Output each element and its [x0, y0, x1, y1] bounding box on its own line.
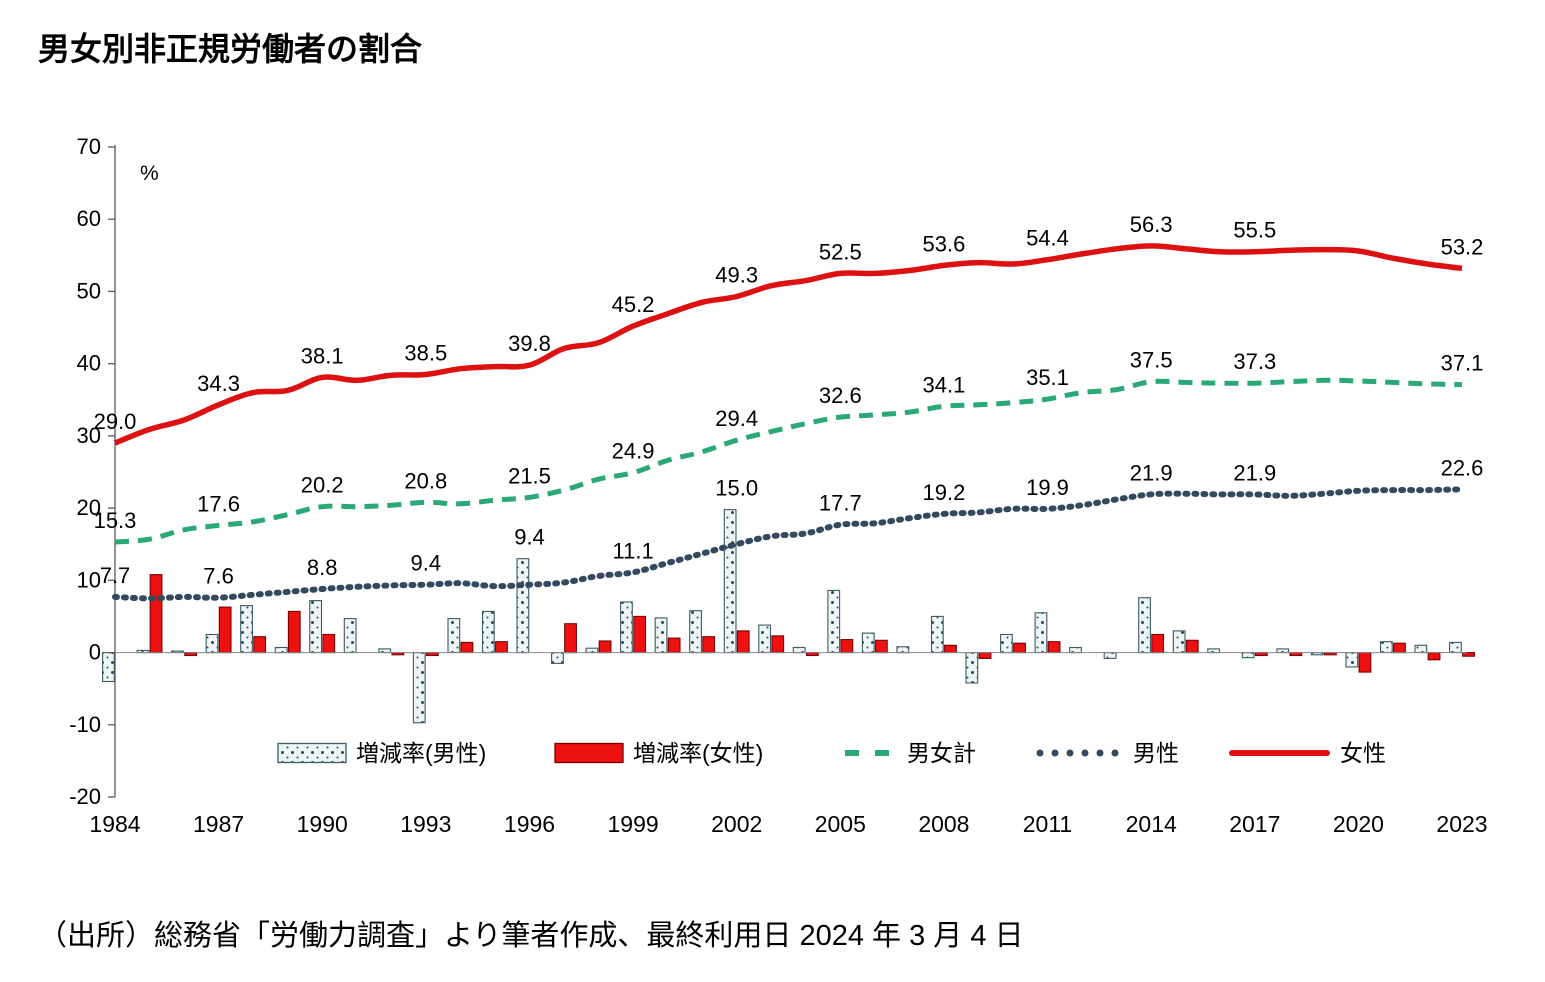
svg-text:49.3: 49.3 — [715, 263, 758, 288]
svg-text:2020: 2020 — [1333, 811, 1384, 837]
svg-text:15.0: 15.0 — [715, 476, 758, 501]
svg-text:2023: 2023 — [1436, 811, 1487, 837]
svg-text:2002: 2002 — [711, 811, 762, 837]
svg-text:34.1: 34.1 — [922, 372, 965, 397]
svg-text:55.5: 55.5 — [1233, 218, 1276, 243]
svg-text:増減率(男性): 増減率(男性) — [356, 740, 486, 766]
svg-text:38.1: 38.1 — [301, 343, 344, 368]
svg-text:21.9: 21.9 — [1233, 460, 1276, 485]
svg-text:0: 0 — [89, 640, 101, 665]
svg-text:19.2: 19.2 — [922, 480, 965, 505]
svg-text:7.7: 7.7 — [100, 563, 131, 588]
svg-text:2011: 2011 — [1023, 811, 1072, 837]
svg-text:29.0: 29.0 — [94, 409, 137, 434]
svg-text:1999: 1999 — [608, 811, 659, 837]
svg-text:22.6: 22.6 — [1441, 455, 1484, 480]
svg-text:40: 40 — [77, 351, 101, 376]
svg-text:19.9: 19.9 — [1026, 475, 1069, 500]
svg-text:9.4: 9.4 — [411, 551, 442, 576]
svg-text:-10: -10 — [69, 712, 101, 737]
svg-text:2017: 2017 — [1229, 811, 1280, 837]
svg-text:29.4: 29.4 — [715, 406, 758, 431]
svg-text:20.2: 20.2 — [301, 473, 344, 498]
svg-text:男性: 男性 — [1133, 740, 1179, 766]
svg-text:15.3: 15.3 — [94, 508, 137, 533]
svg-text:%: % — [140, 162, 159, 185]
svg-text:10: 10 — [77, 567, 101, 592]
svg-text:2008: 2008 — [918, 811, 969, 837]
svg-text:-20: -20 — [69, 784, 101, 809]
svg-text:1987: 1987 — [193, 811, 244, 837]
svg-text:53.6: 53.6 — [922, 231, 965, 256]
svg-text:2005: 2005 — [815, 811, 866, 837]
svg-text:20.8: 20.8 — [404, 468, 447, 493]
svg-text:11.1: 11.1 — [613, 538, 654, 563]
svg-text:9.4: 9.4 — [514, 525, 545, 550]
svg-text:7.6: 7.6 — [203, 564, 234, 589]
svg-text:17.6: 17.6 — [197, 491, 240, 516]
svg-text:8.8: 8.8 — [307, 555, 338, 580]
svg-text:37.5: 37.5 — [1130, 348, 1173, 373]
svg-text:52.5: 52.5 — [819, 239, 862, 264]
svg-text:38.5: 38.5 — [404, 341, 447, 366]
svg-text:39.8: 39.8 — [508, 331, 551, 356]
svg-text:32.6: 32.6 — [819, 383, 862, 408]
svg-text:35.1: 35.1 — [1026, 365, 1069, 390]
svg-text:60: 60 — [77, 206, 101, 231]
svg-text:53.2: 53.2 — [1441, 234, 1484, 259]
svg-text:45.2: 45.2 — [612, 292, 655, 317]
svg-text:2014: 2014 — [1126, 811, 1177, 837]
svg-text:34.3: 34.3 — [197, 371, 240, 396]
svg-text:男女計: 男女計 — [907, 740, 976, 766]
svg-text:50: 50 — [77, 278, 101, 303]
svg-text:1993: 1993 — [400, 811, 451, 837]
svg-text:女性: 女性 — [1340, 740, 1386, 766]
svg-text:21.9: 21.9 — [1130, 460, 1173, 485]
svg-text:1984: 1984 — [89, 811, 140, 837]
svg-text:70: 70 — [77, 134, 101, 159]
svg-text:37.3: 37.3 — [1233, 349, 1276, 374]
svg-text:56.3: 56.3 — [1130, 212, 1173, 237]
svg-text:17.7: 17.7 — [819, 491, 862, 516]
svg-text:増減率(女性): 増減率(女性) — [633, 740, 763, 766]
svg-text:24.9: 24.9 — [612, 439, 655, 464]
svg-text:21.5: 21.5 — [508, 463, 551, 488]
svg-text:54.4: 54.4 — [1026, 226, 1069, 251]
svg-text:1996: 1996 — [504, 811, 555, 837]
svg-text:37.1: 37.1 — [1441, 351, 1484, 376]
svg-text:1990: 1990 — [297, 811, 348, 837]
